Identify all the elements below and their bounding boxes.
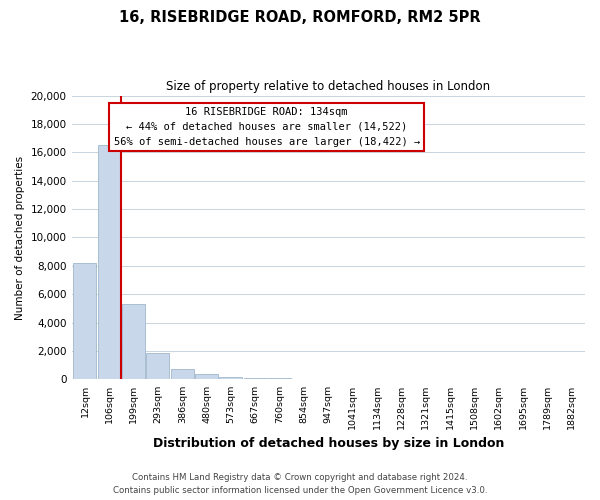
Bar [244, 378, 267, 380]
Bar [73, 263, 97, 380]
Bar [122, 304, 145, 380]
Text: 16, RISEBRIDGE ROAD, ROMFORD, RM2 5PR: 16, RISEBRIDGE ROAD, ROMFORD, RM2 5PR [119, 10, 481, 25]
Bar [171, 369, 194, 380]
X-axis label: Distribution of detached houses by size in London: Distribution of detached houses by size … [152, 437, 504, 450]
Text: Contains HM Land Registry data © Crown copyright and database right 2024.
Contai: Contains HM Land Registry data © Crown c… [113, 474, 487, 495]
Bar [268, 378, 291, 380]
Title: Size of property relative to detached houses in London: Size of property relative to detached ho… [166, 80, 490, 93]
Bar [98, 145, 121, 380]
Bar [220, 376, 242, 380]
Y-axis label: Number of detached properties: Number of detached properties [15, 156, 25, 320]
Text: 16 RISEBRIDGE ROAD: 134sqm
← 44% of detached houses are smaller (14,522)
56% of : 16 RISEBRIDGE ROAD: 134sqm ← 44% of deta… [113, 107, 420, 146]
Bar [146, 353, 169, 380]
Bar [195, 374, 218, 380]
